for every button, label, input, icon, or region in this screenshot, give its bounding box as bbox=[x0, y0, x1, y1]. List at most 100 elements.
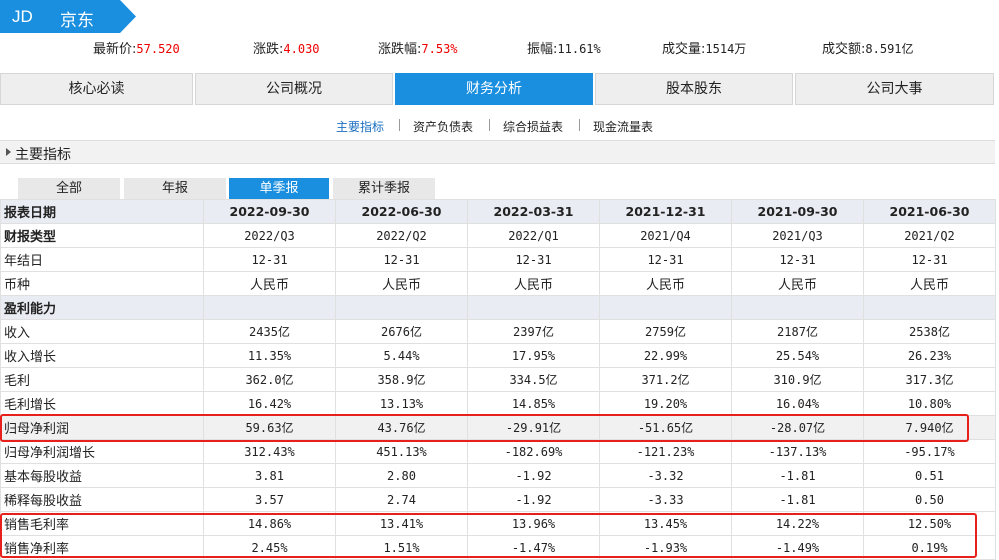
table-cell: 12-31 bbox=[863, 247, 996, 272]
table-cell bbox=[863, 295, 996, 320]
table-cell bbox=[467, 295, 600, 320]
tab-financial-analysis[interactable]: 财务分析 bbox=[395, 73, 593, 105]
table-cell: 2021/Q3 bbox=[731, 223, 864, 248]
table-cell: 13.41% bbox=[335, 511, 468, 536]
table-cell: 16.04% bbox=[731, 391, 864, 416]
table-cell: -121.23% bbox=[599, 439, 732, 464]
filter-all[interactable]: 全部 bbox=[18, 178, 120, 200]
table-cell: 12-31 bbox=[203, 247, 336, 272]
table-cell: 451.13% bbox=[335, 439, 468, 464]
price-change-percent: 涨跌幅:7.53% bbox=[378, 42, 458, 57]
table-cell: -182.69% bbox=[467, 439, 600, 464]
table-row: 年结日 12-31 12-31 12-31 12-31 12-31 12-31 bbox=[0, 247, 996, 272]
banner-arrow-shape bbox=[0, 0, 136, 33]
table-cell: 14.86% bbox=[203, 511, 336, 536]
table-cell: 2022/Q1 bbox=[467, 223, 600, 248]
filter-annual[interactable]: 年报 bbox=[124, 178, 226, 200]
table-cell: 人民币 bbox=[203, 271, 336, 296]
table-cell: -137.13% bbox=[731, 439, 864, 464]
table-cell: 12-31 bbox=[731, 247, 864, 272]
volume: 成交量:1514万 bbox=[662, 42, 747, 57]
table-cell: 312.43% bbox=[203, 439, 336, 464]
tab-company-profile[interactable]: 公司概况 bbox=[195, 73, 393, 105]
table-cell: -28.07亿 bbox=[731, 415, 864, 440]
subnav-divider bbox=[399, 119, 400, 131]
row-label: 年结日 bbox=[0, 247, 204, 272]
table-cell: 2021/Q2 bbox=[863, 223, 996, 248]
table-cell bbox=[335, 295, 468, 320]
stock-ticker: JD bbox=[12, 7, 33, 26]
subnav-divider bbox=[579, 119, 580, 131]
price-change: 涨跌:4.030 bbox=[253, 42, 320, 57]
column-header-report-date: 报表日期 bbox=[0, 199, 204, 224]
tab-shareholders[interactable]: 股本股东 bbox=[595, 73, 793, 105]
table-cell: 59.63亿 bbox=[203, 415, 336, 440]
table-cell: 2.74 bbox=[335, 487, 468, 512]
table-cell: 2435亿 bbox=[203, 319, 336, 344]
table-cell: 2397亿 bbox=[467, 319, 600, 344]
table-row: 稀释每股收益 3.57 2.74 -1.92 -3.33 -1.81 0.50 bbox=[0, 487, 996, 512]
table-cell: 12-31 bbox=[599, 247, 732, 272]
column-header-date: 2021-12-31 bbox=[599, 199, 732, 224]
key-indicators-table: 报表日期 2022-09-30 2022-06-30 2022-03-31 2021-1… bbox=[0, 199, 996, 560]
row-label: 基本每股收益 bbox=[0, 463, 204, 488]
table-row: 归母净利润 59.63亿 43.76亿 -29.91亿 -51.65亿 -28.07亿 7.… bbox=[0, 415, 996, 440]
filter-single-quarter[interactable]: 单季报 bbox=[229, 178, 329, 200]
table-cell: -3.33 bbox=[599, 487, 732, 512]
column-header-date: 2022-06-30 bbox=[335, 199, 468, 224]
table-cell: 0.51 bbox=[863, 463, 996, 488]
row-label: 销售净利率 bbox=[0, 535, 204, 560]
table-group-row: 盈利能力 bbox=[0, 295, 996, 320]
table-row: 销售毛利率 14.86% 13.41% 13.96% 13.45% 14.22% 12.50… bbox=[0, 511, 996, 536]
row-label: 归母净利润 bbox=[0, 415, 204, 440]
table-cell: 0.19% bbox=[863, 535, 996, 560]
subnav-cash-flow[interactable]: 现金流量表 bbox=[593, 120, 654, 134]
table-cell: 334.5亿 bbox=[467, 367, 600, 392]
table-cell: 人民币 bbox=[863, 271, 996, 296]
table-cell: -29.91亿 bbox=[467, 415, 600, 440]
tab-core-reading[interactable]: 核心必读 bbox=[0, 73, 193, 105]
table-cell bbox=[203, 295, 336, 320]
table-cell: -1.81 bbox=[731, 487, 864, 512]
table-cell: -1.92 bbox=[467, 487, 600, 512]
table-cell: 13.96% bbox=[467, 511, 600, 536]
row-label: 盈利能力 bbox=[0, 295, 204, 320]
table-cell: 19.20% bbox=[599, 391, 732, 416]
column-header-date: 2021-09-30 bbox=[731, 199, 864, 224]
subnav-divider bbox=[489, 119, 490, 131]
row-label: 销售毛利率 bbox=[0, 511, 204, 536]
table-cell: 13.45% bbox=[599, 511, 732, 536]
stock-banner: JD 京东 bbox=[0, 0, 136, 33]
table-cell: -95.17% bbox=[863, 439, 996, 464]
table-cell: 2676亿 bbox=[335, 319, 468, 344]
table-cell: 43.76亿 bbox=[335, 415, 468, 440]
filter-cumulative-quarter[interactable]: 累计季报 bbox=[333, 178, 435, 200]
column-header-date: 2022-09-30 bbox=[203, 199, 336, 224]
table-row: 毛利 362.0亿 358.9亿 334.5亿 371.2亿 310.9亿 317.3亿 bbox=[0, 367, 996, 392]
subnav-balance-sheet[interactable]: 资产负债表 bbox=[413, 120, 474, 134]
row-label: 币种 bbox=[0, 271, 204, 296]
section-header[interactable]: 主要指标 bbox=[0, 140, 995, 164]
table-cell: -1.92 bbox=[467, 463, 600, 488]
section-title: 主要指标 bbox=[15, 147, 71, 163]
table-row: 基本每股收益 3.81 2.80 -1.92 -3.32 -1.81 0.51 bbox=[0, 463, 996, 488]
table-cell: -1.93% bbox=[599, 535, 732, 560]
table-cell: -51.65亿 bbox=[599, 415, 732, 440]
table-cell bbox=[599, 295, 732, 320]
table-cell: 11.35% bbox=[203, 343, 336, 368]
row-label: 毛利 bbox=[0, 367, 204, 392]
amplitude: 振幅:11.61% bbox=[527, 42, 601, 57]
expand-triangle-icon bbox=[6, 148, 11, 156]
subnav-key-indicators[interactable]: 主要指标 bbox=[336, 120, 385, 134]
table-row: 收入 2435亿 2676亿 2397亿 2759亿 2187亿 2538亿 bbox=[0, 319, 996, 344]
table-cell: 371.2亿 bbox=[599, 367, 732, 392]
table-cell: 10.80% bbox=[863, 391, 996, 416]
main-tabs: 核心必读 公司概况 财务分析 股本股东 公司大事 bbox=[0, 73, 999, 105]
turnover: 成交额:8.591亿 bbox=[822, 42, 914, 57]
subnav-income-statement[interactable]: 综合损益表 bbox=[503, 120, 564, 134]
tab-company-events[interactable]: 公司大事 bbox=[795, 73, 994, 105]
row-label: 收入增长 bbox=[0, 343, 204, 368]
row-label: 毛利增长 bbox=[0, 391, 204, 416]
table-row: 收入增长 11.35% 5.44% 17.95% 22.99% 25.54% 26.23% bbox=[0, 343, 996, 368]
table-cell: -1.49% bbox=[731, 535, 864, 560]
